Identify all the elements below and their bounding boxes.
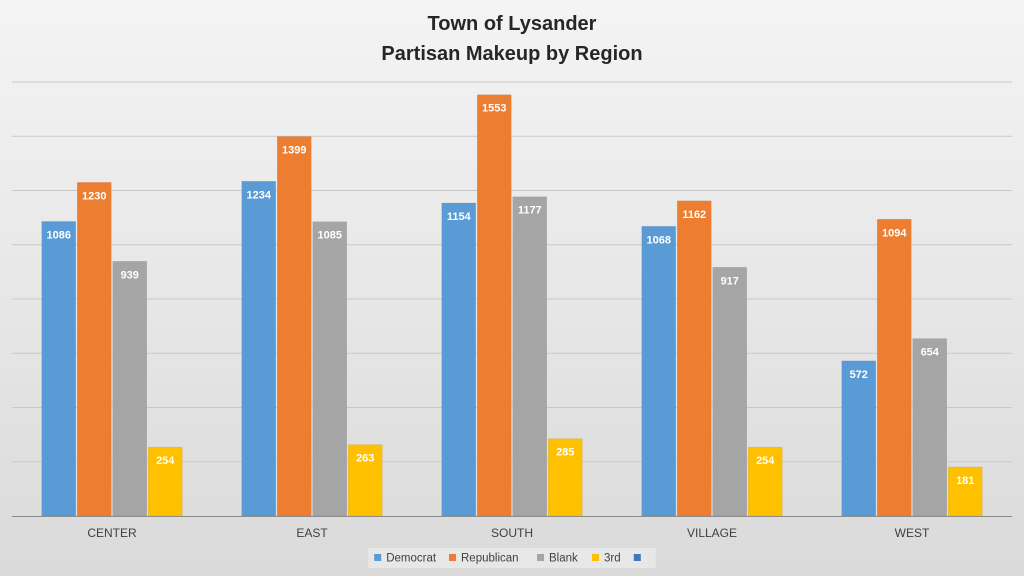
category-label: VILLAGE — [687, 526, 737, 540]
category-label: SOUTH — [491, 526, 533, 540]
data-label: 939 — [121, 269, 139, 281]
bar-republican-center — [76, 182, 112, 517]
data-labels: 1086 1230 939 254 1234 1399 1085 263 1154 1553 117… — [47, 103, 975, 487]
data-label: 917 — [721, 275, 739, 287]
bar-democrat-east — [241, 180, 277, 517]
bar-republican-east — [276, 136, 312, 517]
legend-swatch — [592, 554, 599, 561]
legend-label: 3rd — [604, 553, 621, 565]
bar-democrat-west — [841, 360, 877, 517]
legend-label: Republican — [461, 553, 519, 565]
bar-blank-center — [112, 260, 148, 517]
legend-swatch — [633, 554, 641, 561]
bar-democrat-south — [441, 202, 477, 517]
legend-swatch — [449, 554, 456, 561]
bar-3rd-center — [147, 446, 183, 517]
bar-3rd-west — [947, 466, 983, 517]
bar-blank-south — [512, 196, 548, 517]
legend-swatch — [537, 554, 544, 561]
legend-background — [368, 548, 656, 568]
category-label: CENTER — [87, 526, 137, 540]
data-label: 1085 — [318, 230, 342, 242]
data-label: 1094 — [882, 227, 907, 239]
bar-democrat-center — [41, 221, 77, 517]
data-label: 263 — [356, 453, 374, 465]
data-label: 181 — [956, 475, 974, 487]
legend-label: Blank — [549, 553, 578, 565]
data-label: 1154 — [447, 211, 472, 223]
data-label: 1230 — [82, 190, 106, 202]
bar-blank-village — [712, 266, 748, 517]
data-label: 254 — [156, 455, 175, 467]
data-label: 1399 — [282, 145, 306, 157]
chart-title: Town of Lysander Partisan Makeup by Regi… — [381, 13, 642, 65]
bar-3rd-east — [347, 444, 383, 517]
data-label: 1162 — [682, 209, 706, 221]
bar-republican-west — [876, 218, 912, 517]
category-label: EAST — [296, 526, 328, 540]
chart-title-line-2: Partisan Makeup by Region — [381, 43, 642, 65]
bar-republican-south — [476, 94, 512, 517]
legend-swatch — [374, 554, 382, 561]
chart-title-line-1: Town of Lysander — [428, 13, 597, 35]
bar-democrat-village — [641, 226, 677, 517]
data-label: 654 — [921, 347, 940, 359]
bar-blank-west — [912, 338, 948, 517]
gridlines — [12, 81, 1012, 463]
data-label: 1177 — [518, 205, 542, 217]
data-label: 254 — [756, 455, 775, 467]
bar-republican-village — [676, 200, 712, 517]
data-label: 1234 — [247, 189, 272, 201]
data-label: 285 — [556, 447, 574, 459]
legend-label: Democrat — [386, 553, 437, 565]
legend: Democrat Republican Blank 3rd — [368, 548, 656, 568]
bar-3rd-south — [547, 438, 583, 517]
data-label: 1086 — [47, 229, 71, 241]
category-labels: CENTER EAST SOUTH VILLAGE WEST — [87, 526, 930, 540]
data-label: 1553 — [482, 103, 506, 115]
bar-blank-east — [312, 221, 348, 517]
data-label: 1068 — [647, 234, 671, 246]
category-label: WEST — [895, 526, 930, 540]
bar-3rd-village — [747, 446, 783, 517]
data-label: 572 — [850, 369, 868, 381]
bars — [41, 94, 983, 517]
